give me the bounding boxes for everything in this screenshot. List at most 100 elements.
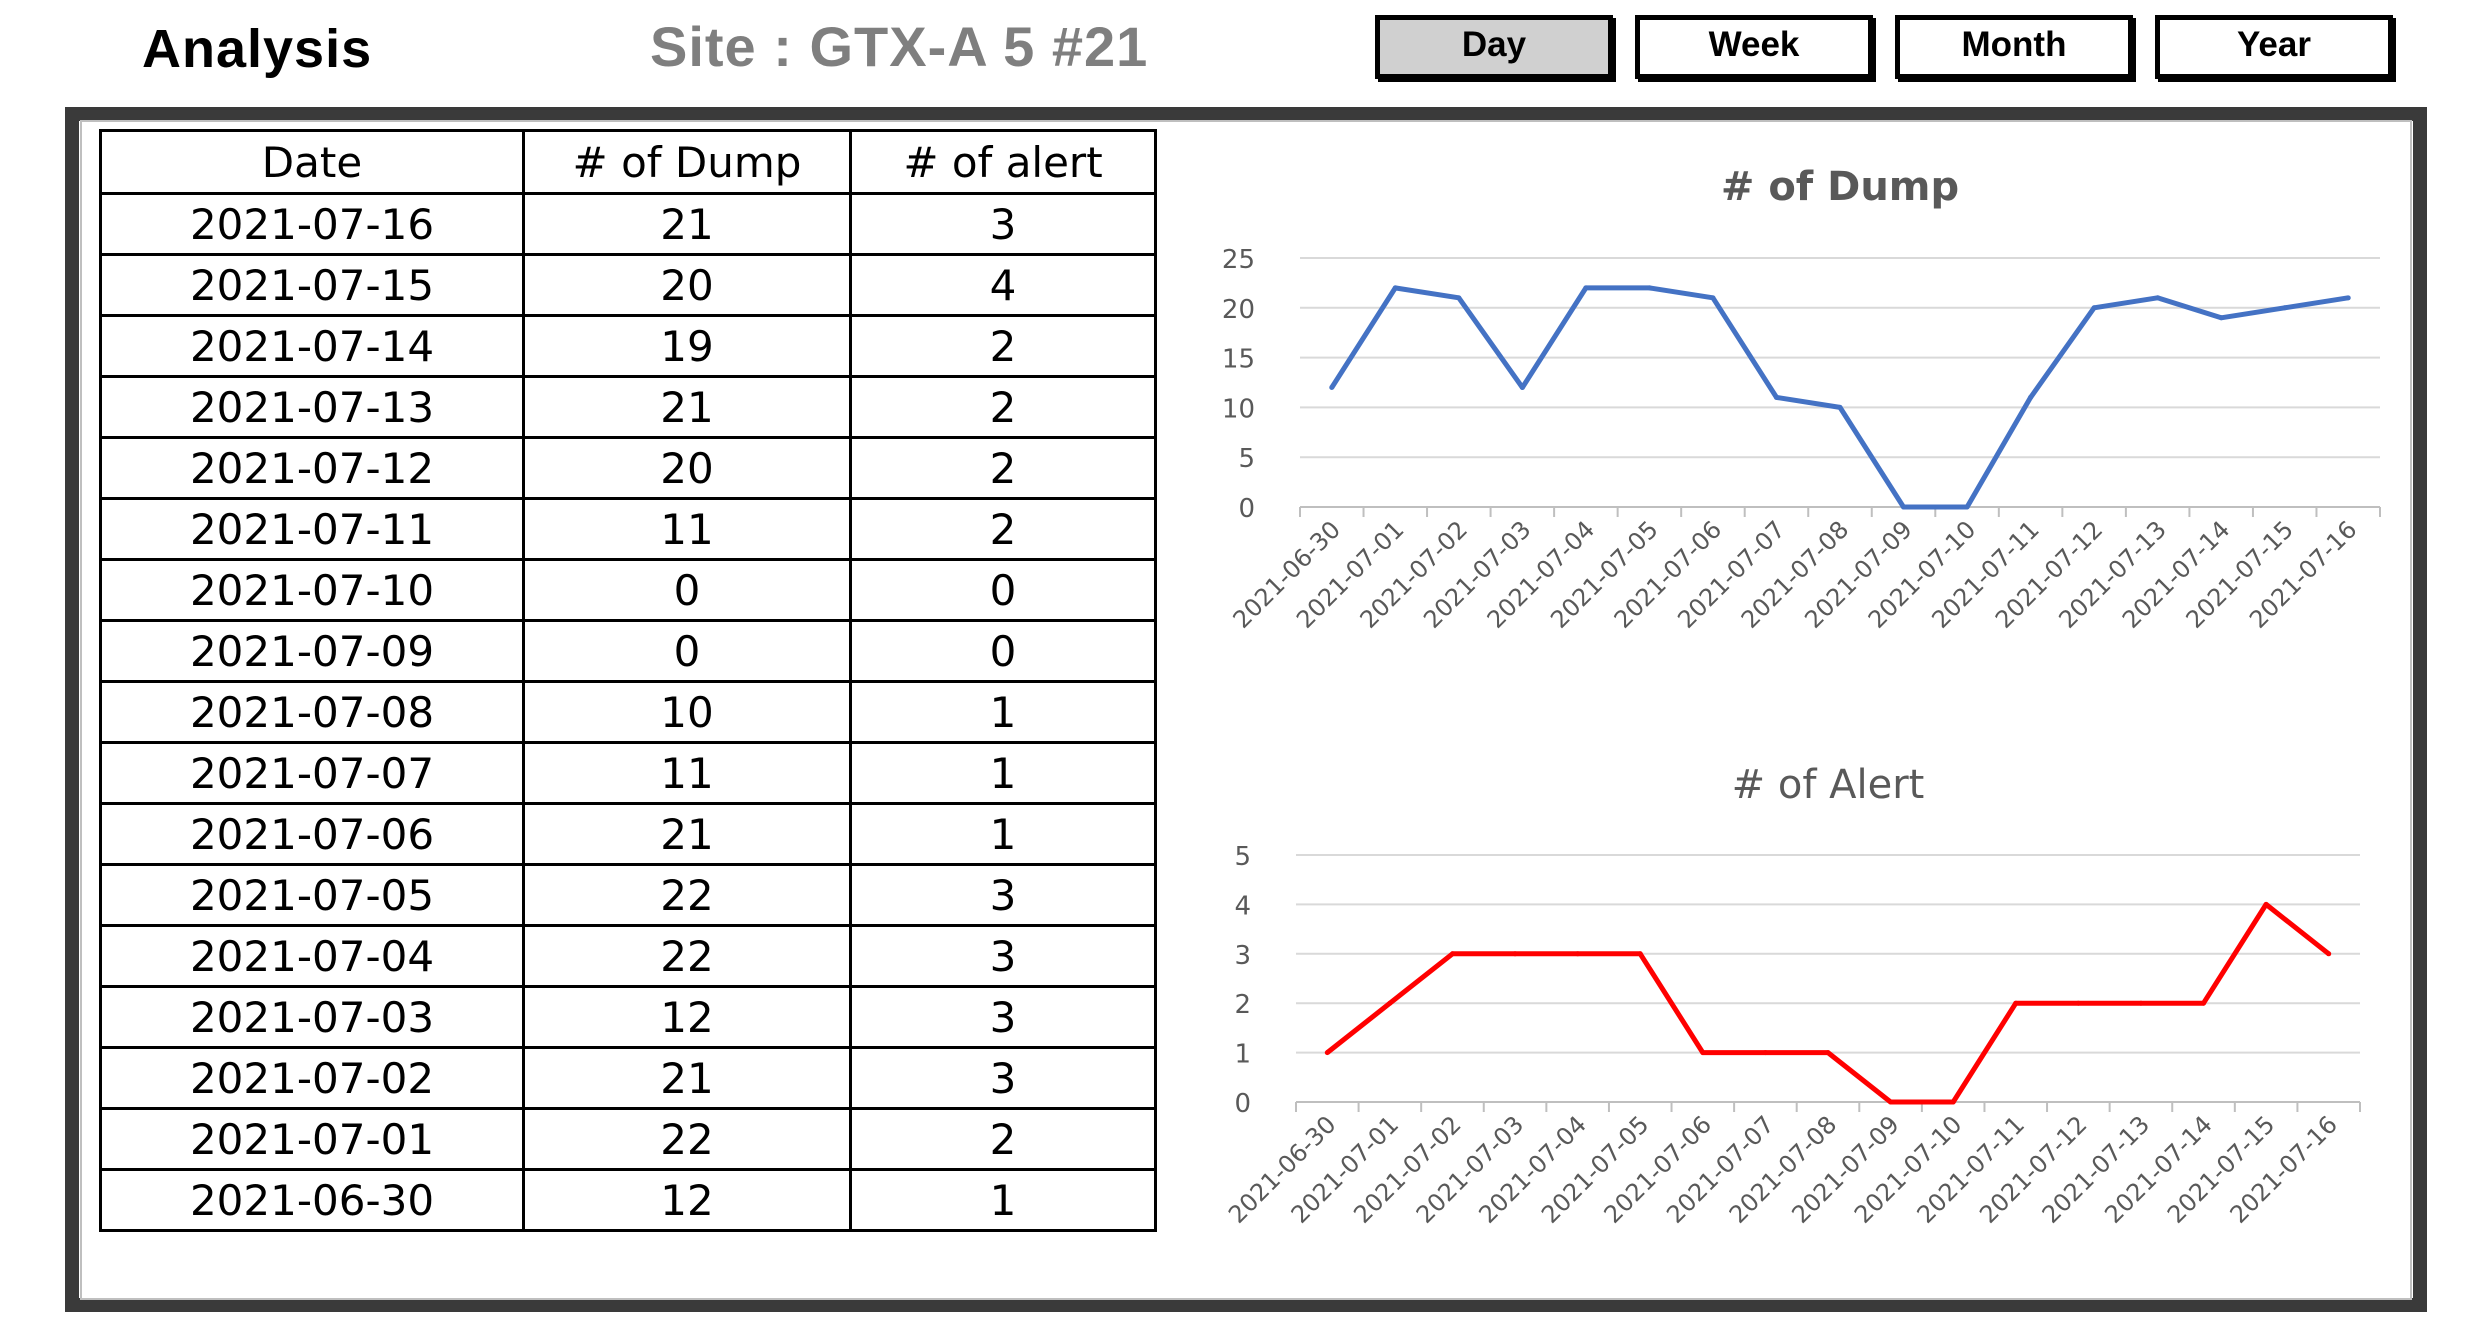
cell-dump: 12 bbox=[522, 1168, 852, 1232]
y-tick-label: 5 bbox=[1238, 444, 1255, 474]
table-row[interactable]: 2021-07-10 0 0 bbox=[99, 558, 1157, 622]
data-point bbox=[2218, 315, 2224, 321]
data-point bbox=[2345, 295, 2351, 301]
app-title: Analysis bbox=[142, 19, 373, 79]
data-table: Date # of Dump # of alert 2021-07-16 21 3 2… bbox=[99, 129, 1157, 1232]
table-row[interactable]: 2021-07-07 11 1 bbox=[99, 741, 1157, 805]
data-point bbox=[2075, 1000, 2081, 1006]
cell-dump: 21 bbox=[522, 1046, 852, 1110]
cell-dump: 10 bbox=[522, 680, 852, 744]
column-header-alert[interactable]: # of alert bbox=[849, 129, 1157, 195]
y-tick-label: 3 bbox=[1234, 941, 1251, 971]
column-header-dump[interactable]: # of Dump bbox=[522, 129, 852, 195]
table-row[interactable]: 2021-07-06 21 1 bbox=[99, 802, 1157, 866]
table-row[interactable]: 2021-07-05 22 3 bbox=[99, 863, 1157, 927]
table-row[interactable]: 2021-07-03 12 3 bbox=[99, 985, 1157, 1049]
data-point bbox=[2028, 394, 2034, 400]
cell-dump: 19 bbox=[522, 314, 852, 378]
data-point bbox=[2091, 305, 2097, 311]
data-point bbox=[1512, 951, 1518, 957]
cell-date: 2021-07-12 bbox=[99, 436, 525, 500]
data-point bbox=[2263, 901, 2269, 907]
data-point bbox=[2326, 951, 2332, 957]
cell-alert: 3 bbox=[849, 924, 1157, 988]
cell-dump: 22 bbox=[522, 863, 852, 927]
y-tick-label: 10 bbox=[1222, 394, 1255, 424]
cell-date: 2021-07-03 bbox=[99, 985, 525, 1049]
table-row[interactable]: 2021-07-15 20 4 bbox=[99, 253, 1157, 317]
cell-dump: 11 bbox=[522, 497, 852, 561]
data-point bbox=[1449, 951, 1455, 957]
alert-line-chart: # of Alert0123452021-06-302021-07-012021… bbox=[1223, 762, 2361, 1229]
series-line bbox=[1329, 285, 2349, 510]
cell-alert: 2 bbox=[849, 436, 1157, 500]
cell-dump: 0 bbox=[522, 619, 852, 683]
data-point bbox=[1637, 951, 1643, 957]
cell-date: 2021-07-09 bbox=[99, 619, 525, 683]
cell-alert: 2 bbox=[849, 375, 1157, 439]
dump-line-chart: # of Dump05101520252021-06-302021-07-012… bbox=[1222, 164, 2381, 634]
table-row[interactable]: 2021-07-02 21 3 bbox=[99, 1046, 1157, 1110]
data-point bbox=[1324, 1050, 1330, 1056]
y-tick-label: 1 bbox=[1234, 1040, 1251, 1070]
table-row[interactable]: 2021-07-01 22 2 bbox=[99, 1107, 1157, 1171]
data-point bbox=[1456, 295, 1462, 301]
table-row[interactable]: 2021-07-11 11 2 bbox=[99, 497, 1157, 561]
data-point bbox=[1964, 504, 1970, 510]
year-button[interactable]: Year bbox=[2155, 15, 2393, 79]
table-body: 2021-07-16 21 3 2021-07-15 20 4 2021-07-14 19 2 2… bbox=[99, 192, 1157, 1232]
cell-dump: 21 bbox=[522, 802, 852, 866]
cell-alert: 0 bbox=[849, 558, 1157, 622]
month-button[interactable]: Month bbox=[1895, 15, 2133, 79]
cell-alert: 4 bbox=[849, 253, 1157, 317]
y-tick-label: 5 bbox=[1234, 842, 1251, 872]
data-point bbox=[1888, 1099, 1894, 1105]
cell-date: 2021-07-10 bbox=[99, 558, 525, 622]
table-row[interactable]: 2021-07-12 20 2 bbox=[99, 436, 1157, 500]
chart-title: # of Dump bbox=[1721, 164, 1959, 210]
cell-date: 2021-07-11 bbox=[99, 497, 525, 561]
cell-date: 2021-07-13 bbox=[99, 375, 525, 439]
cell-alert: 1 bbox=[849, 1168, 1157, 1232]
cell-dump: 21 bbox=[522, 192, 852, 256]
data-point bbox=[1700, 1050, 1706, 1056]
table-row[interactable]: 2021-07-04 22 3 bbox=[99, 924, 1157, 988]
cell-alert: 2 bbox=[849, 497, 1157, 561]
cell-date: 2021-07-08 bbox=[99, 680, 525, 744]
cell-date: 2021-07-05 bbox=[99, 863, 525, 927]
day-button[interactable]: Day bbox=[1375, 15, 1613, 79]
y-tick-label: 25 bbox=[1222, 245, 1255, 275]
y-tick-label: 4 bbox=[1234, 891, 1251, 921]
table-row[interactable]: 2021-06-30 12 1 bbox=[99, 1168, 1157, 1232]
table-row[interactable]: 2021-07-13 21 2 bbox=[99, 375, 1157, 439]
table-row[interactable]: 2021-07-08 10 1 bbox=[99, 680, 1157, 744]
cell-alert: 1 bbox=[849, 741, 1157, 805]
cell-alert: 2 bbox=[849, 314, 1157, 378]
data-point bbox=[1950, 1099, 1956, 1105]
data-point bbox=[1575, 951, 1581, 957]
cell-alert: 0 bbox=[849, 619, 1157, 683]
cell-alert: 3 bbox=[849, 985, 1157, 1049]
table-row[interactable]: 2021-07-09 0 0 bbox=[99, 619, 1157, 683]
cell-dump: 22 bbox=[522, 1107, 852, 1171]
cell-dump: 20 bbox=[522, 436, 852, 500]
column-header-date[interactable]: Date bbox=[99, 129, 525, 195]
y-tick-label: 15 bbox=[1222, 345, 1255, 375]
table-row[interactable]: 2021-07-16 21 3 bbox=[99, 192, 1157, 256]
cell-date: 2021-07-14 bbox=[99, 314, 525, 378]
cell-alert: 3 bbox=[849, 192, 1157, 256]
cell-alert: 2 bbox=[849, 1107, 1157, 1171]
data-point bbox=[2282, 305, 2288, 311]
data-point bbox=[2201, 1000, 2207, 1006]
data-point bbox=[1646, 285, 1652, 291]
table-row[interactable]: 2021-07-14 19 2 bbox=[99, 314, 1157, 378]
cell-date: 2021-07-01 bbox=[99, 1107, 525, 1171]
data-point bbox=[1837, 404, 1843, 410]
data-point bbox=[1519, 384, 1525, 390]
cell-date: 2021-07-15 bbox=[99, 253, 525, 317]
week-button[interactable]: Week bbox=[1635, 15, 1873, 79]
cell-dump: 12 bbox=[522, 985, 852, 1049]
data-point bbox=[1392, 285, 1398, 291]
data-point bbox=[2155, 295, 2161, 301]
data-point bbox=[1710, 295, 1716, 301]
